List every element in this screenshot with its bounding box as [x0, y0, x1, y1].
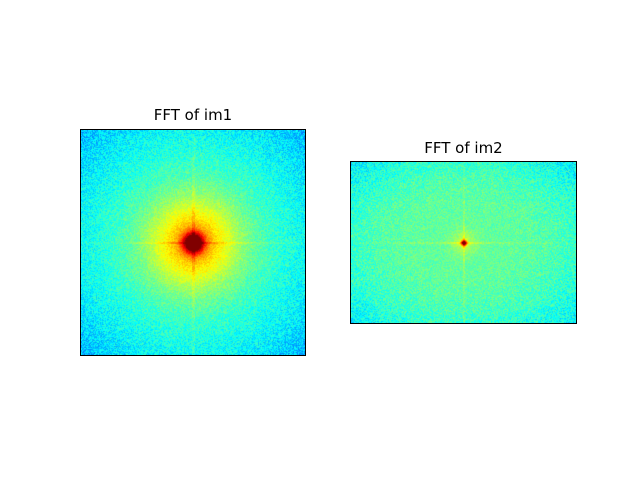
panel-2-title: FFT of im2 — [424, 139, 503, 157]
fft-im2-heatmap — [350, 161, 577, 324]
panel-1-title: FFT of im1 — [153, 106, 233, 124]
fft-im1-heatmap — [80, 129, 306, 356]
